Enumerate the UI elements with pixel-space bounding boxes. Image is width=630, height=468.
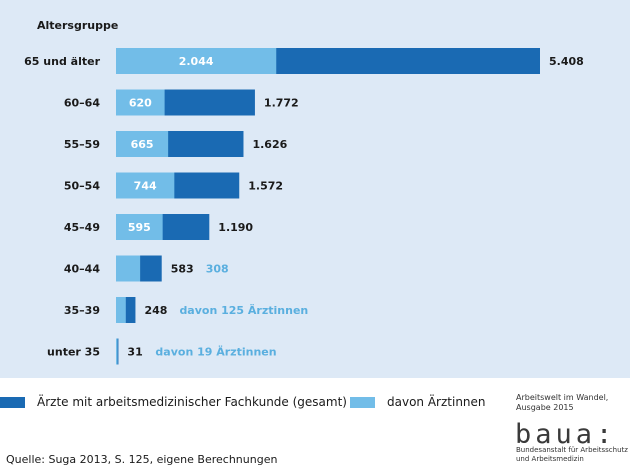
bar-female: [116, 131, 169, 157]
bar-female: [116, 172, 175, 199]
value-label-female: 620: [129, 97, 152, 110]
value-label-total: 1.190: [218, 221, 253, 234]
category-label: unter 35: [47, 346, 100, 359]
baua-logo: baua:: [515, 419, 616, 449]
bar-female: [116, 89, 165, 116]
value-label-female: 2.044: [179, 55, 214, 68]
bar-chart: Altersgruppe 65 und älter 5.408 2.044 60–64 1…: [24, 19, 584, 365]
category-label: 40–44: [64, 263, 100, 276]
edition-line-2: Ausgabe 2015: [516, 403, 574, 412]
category-label: 55–59: [64, 138, 100, 151]
value-label-total: 31: [127, 346, 142, 359]
publication-edition: Arbeitswelt im Wandel, Ausgabe 2015: [516, 393, 608, 413]
legend-swatch-total: [0, 397, 25, 408]
category-label: 65 und älter: [24, 55, 100, 68]
value-label-female: 308: [206, 263, 229, 276]
value-label-total: 5.408: [549, 55, 584, 68]
legend-label-total: Ärzte mit arbeitsmedizinischer Fachkunde…: [37, 395, 347, 409]
chart-legend: Ärzte mit arbeitsmedizinischer Fachkunde…: [0, 395, 500, 412]
bar-female: [116, 297, 126, 323]
value-label-female: 595: [128, 221, 151, 234]
category-label: 45–49: [64, 221, 100, 234]
value-label-female: davon 125 Ärztinnen: [179, 303, 308, 317]
institution-line-2: und Arbeitsmedizin: [516, 455, 584, 463]
logo-wordmark: baua:: [515, 419, 616, 449]
source-note: Quelle: Suga 2013, S. 125, eigene Berech…: [6, 453, 278, 466]
value-label-total: 1.572: [248, 180, 283, 193]
value-label-female: 665: [131, 138, 154, 151]
value-label-total: 1.626: [252, 138, 287, 151]
value-label-total: 583: [171, 263, 194, 276]
legend-swatch-female: [350, 397, 375, 408]
category-axis-title: Altersgruppe: [37, 19, 118, 32]
category-label: 35–39: [64, 304, 100, 317]
edition-line-1: Arbeitswelt im Wandel,: [516, 393, 609, 402]
institution-name: Bundesanstalt für Arbeitsschutz und Arbe…: [516, 446, 628, 464]
institution-line-1: Bundesanstalt für Arbeitsschutz: [516, 446, 628, 454]
bar-female: [116, 48, 277, 74]
value-label-female: davon 19 Ärztinnen: [155, 345, 276, 359]
category-label: 50–54: [64, 180, 100, 193]
value-label-total: 1.772: [264, 97, 299, 110]
value-label-total: 248: [144, 304, 167, 317]
bar-female: [116, 255, 141, 282]
bar-female: [116, 214, 163, 240]
category-label: 60–64: [64, 97, 100, 110]
legend-label-female: davon Ärztinnen: [387, 395, 486, 409]
value-label-female: 744: [134, 180, 157, 193]
bar-female: [116, 338, 118, 365]
